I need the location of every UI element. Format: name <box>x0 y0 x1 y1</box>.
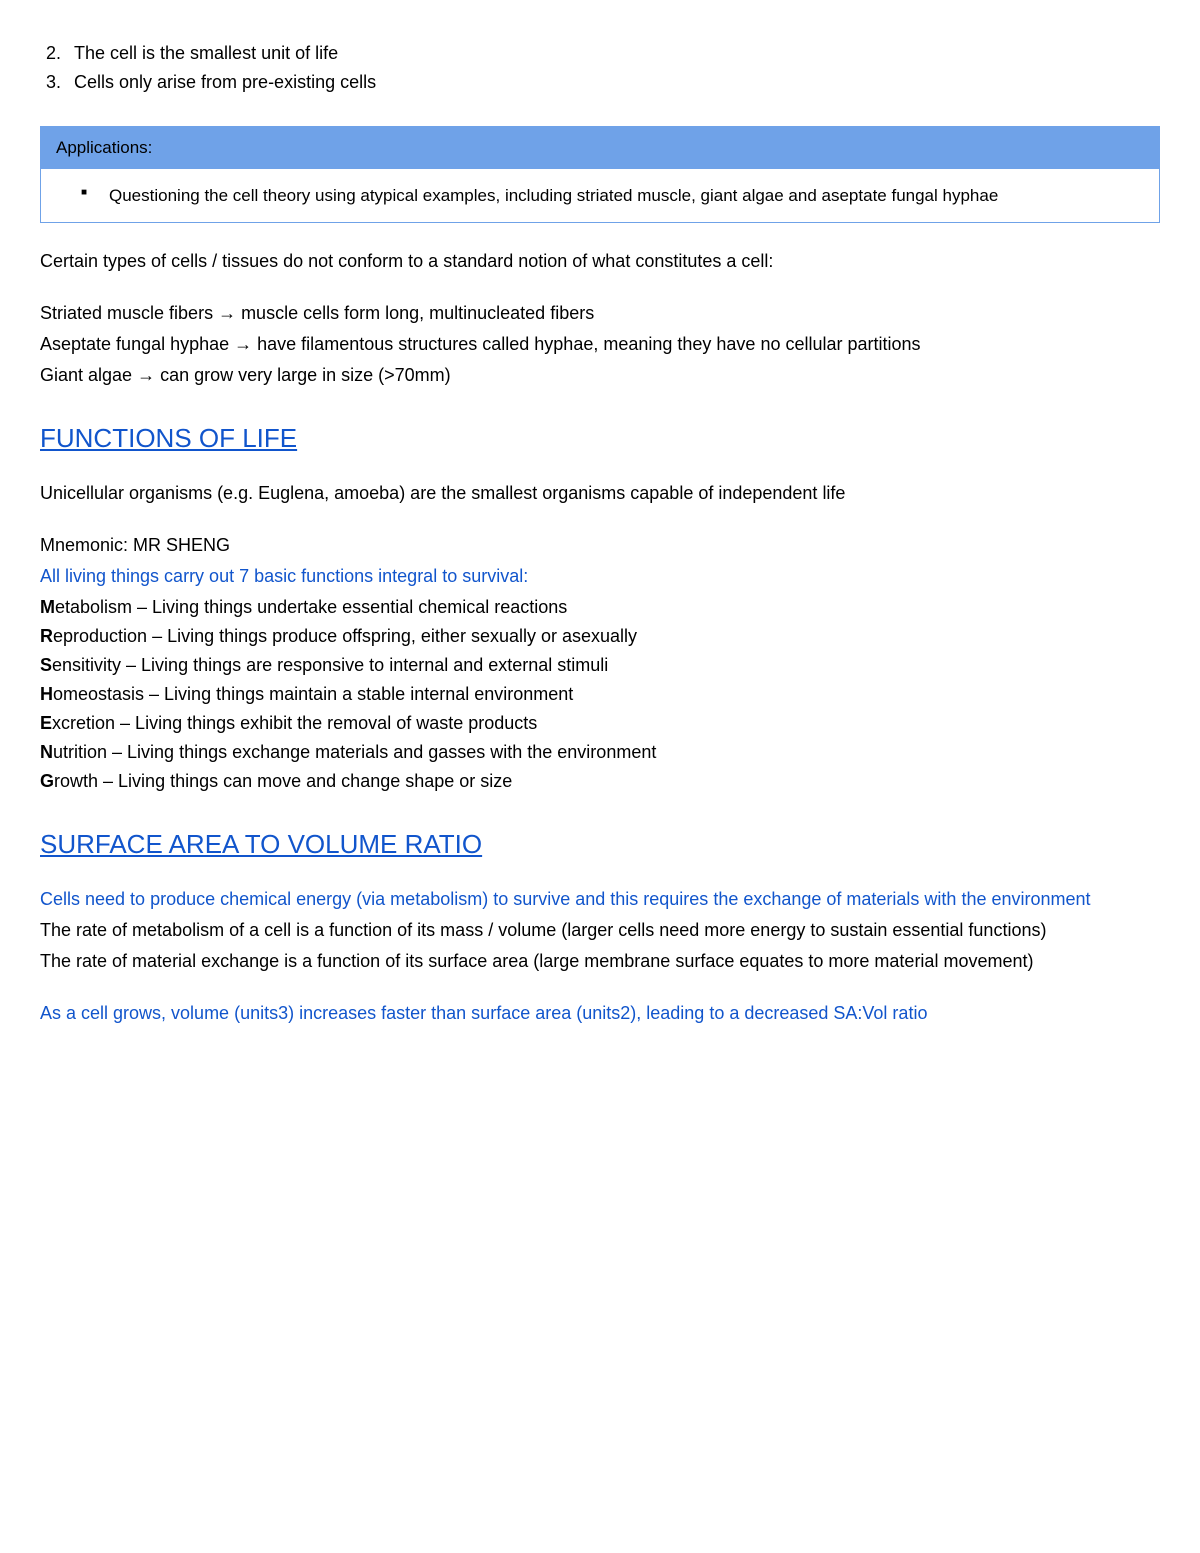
mr-item: Excretion – Living things exhibit the re… <box>40 710 1160 737</box>
atypical-line: Aseptate fungal hyphae → have filamentou… <box>40 331 1160 358</box>
intro-cells-text: Certain types of cells / tissues do not … <box>40 248 1160 275</box>
functions-blue-intro: All living things carry out 7 basic func… <box>40 563 1160 590</box>
numbered-list: The cell is the smallest unit of life Ce… <box>40 40 1160 96</box>
mr-item: Growth – Living things can move and chan… <box>40 768 1160 795</box>
savol-p1: The rate of metabolism of a cell is a fu… <box>40 917 1160 944</box>
savol-p2: The rate of material exchange is a funct… <box>40 948 1160 975</box>
mnemonic-label: Mnemonic: MR SHENG <box>40 532 1160 559</box>
heading-functions-of-life: FUNCTIONS OF LIFE <box>40 419 1160 458</box>
atypical-line: Striated muscle fibers → muscle cells fo… <box>40 300 1160 327</box>
unicellular-text: Unicellular organisms (e.g. Euglena, amo… <box>40 480 1160 507</box>
atypical-line: Giant algae → can grow very large in siz… <box>40 362 1160 389</box>
savol-blue-1: Cells need to produce chemical energy (v… <box>40 886 1160 913</box>
mr-item: Homeostasis – Living things maintain a s… <box>40 681 1160 708</box>
heading-sa-vol: SURFACE AREA TO VOLUME RATIO <box>40 825 1160 864</box>
list-item: Cells only arise from pre-existing cells <box>66 69 1160 96</box>
applications-bullet: Questioning the cell theory using atypic… <box>81 183 1139 209</box>
applications-body: Questioning the cell theory using atypic… <box>41 169 1159 223</box>
savol-blue-2: As a cell grows, volume (units3) increas… <box>40 1000 1160 1027</box>
applications-box: Applications: Questioning the cell theor… <box>40 126 1160 223</box>
mr-item: Sensitivity – Living things are responsi… <box>40 652 1160 679</box>
mr-item: Metabolism – Living things undertake ess… <box>40 594 1160 621</box>
list-item: The cell is the smallest unit of life <box>66 40 1160 67</box>
mr-item: Reproduction – Living things produce off… <box>40 623 1160 650</box>
applications-header: Applications: <box>41 127 1159 169</box>
mr-item: Nutrition – Living things exchange mater… <box>40 739 1160 766</box>
mr-sheng-list: Metabolism – Living things undertake ess… <box>40 594 1160 795</box>
